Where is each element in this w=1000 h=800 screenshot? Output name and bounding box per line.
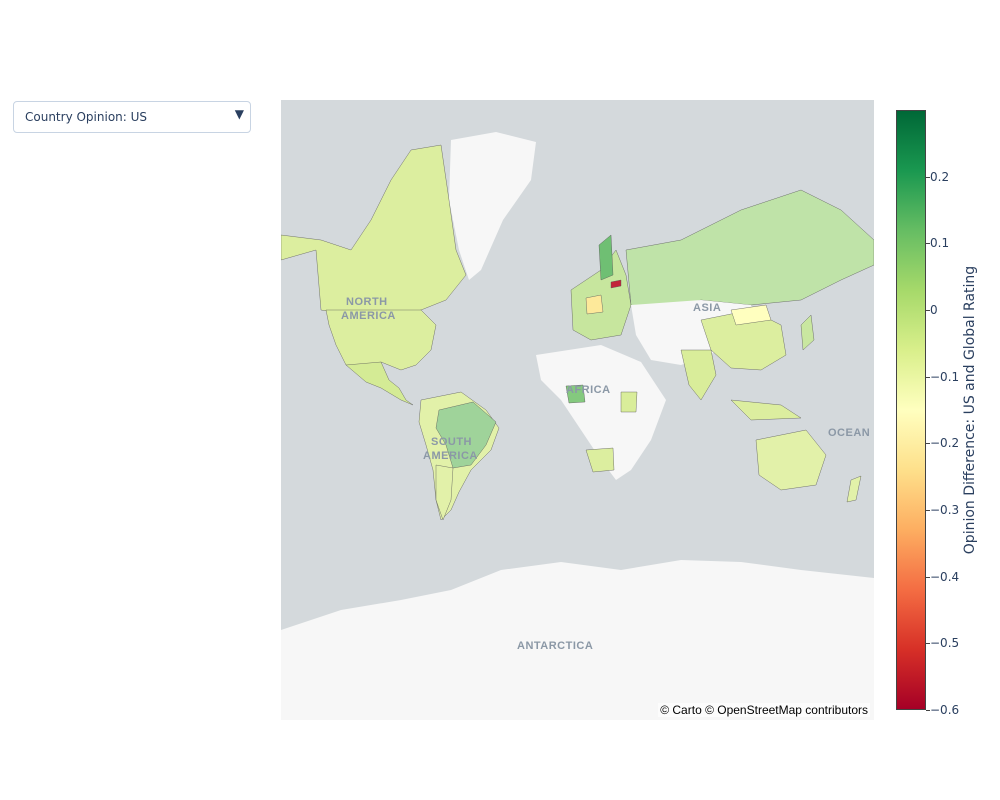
country-new-zealand[interactable]	[846, 475, 862, 503]
country-indonesia[interactable]	[730, 399, 802, 421]
country-south-africa[interactable]	[585, 447, 615, 473]
greenland	[449, 132, 536, 280]
dropdown-label: Country Opinion: US	[25, 110, 148, 124]
colorbar-tick-label: 0.2	[930, 169, 950, 184]
colorbar-tick-mark	[926, 376, 930, 378]
colorbar-tick-label: −0.2	[930, 436, 960, 451]
country-finland[interactable]	[598, 234, 614, 281]
country-argentina[interactable]	[435, 464, 454, 521]
country-brazil[interactable]	[435, 401, 497, 469]
antarctica	[281, 560, 874, 720]
country-japan[interactable]	[800, 314, 815, 351]
country-nigeria[interactable]	[565, 384, 586, 404]
label-asia: ASIA	[693, 302, 721, 314]
colorbar-tick-mark	[926, 443, 930, 445]
country-mexico[interactable]	[345, 361, 414, 406]
colorbar-tick-label: 0	[930, 303, 938, 317]
colorbar-title: Opinion Difference: US and Global Rating	[962, 265, 978, 555]
country-usa[interactable]	[325, 309, 437, 371]
colorbar-tick-label: −0.1	[930, 369, 960, 384]
colorbar-tick-mark	[926, 176, 930, 178]
label-oceania: OCEAN	[828, 427, 870, 439]
country-australia[interactable]	[755, 429, 827, 491]
colorbar-tick-label: −0.6	[930, 703, 960, 717]
label-north-america-2: AMERICA	[341, 310, 396, 322]
colorbar-tick-label: −0.5	[930, 636, 960, 651]
chevron-down-icon: ▼	[234, 107, 244, 121]
world-map[interactable]: NORTH AMERICA SOUTH AMERICA AFRICA ASIA …	[281, 100, 874, 720]
label-north-america-1: NORTH	[346, 296, 388, 308]
africa-landmass	[536, 345, 666, 480]
label-south-america-2: AMERICA	[423, 450, 478, 462]
colorbar-tick-label: −0.3	[930, 503, 960, 517]
colorbar-tick-mark	[926, 576, 930, 578]
country-kenya[interactable]	[620, 391, 638, 413]
country-estonia[interactable]	[610, 279, 622, 289]
colorbar-tick-mark	[926, 243, 930, 245]
colorbar	[896, 110, 926, 710]
country-india[interactable]	[680, 349, 717, 401]
country-germany[interactable]	[585, 294, 604, 315]
colorbar-tick-label: 0.1	[930, 236, 950, 251]
label-antarctica: ANTARCTICA	[517, 640, 593, 652]
label-south-america-1: SOUTH	[431, 436, 472, 448]
country-mongolia[interactable]	[730, 304, 772, 326]
colorbar-tick-mark	[926, 310, 930, 311]
country-canada[interactable]	[281, 144, 467, 316]
colorbar-tick-label: −0.4	[930, 569, 960, 584]
country-opinion-dropdown[interactable]: Country Opinion: US ▼	[13, 101, 251, 133]
label-africa: AFRICA	[566, 384, 611, 396]
map-attribution[interactable]: © Carto © OpenStreetMap contributors	[658, 703, 870, 717]
colorbar-tick-mark	[926, 510, 930, 511]
map-canvas: NORTH AMERICA SOUTH AMERICA AFRICA ASIA …	[281, 100, 874, 720]
colorbar-tick-mark	[926, 710, 930, 711]
colorbar-tick-mark	[926, 643, 930, 645]
